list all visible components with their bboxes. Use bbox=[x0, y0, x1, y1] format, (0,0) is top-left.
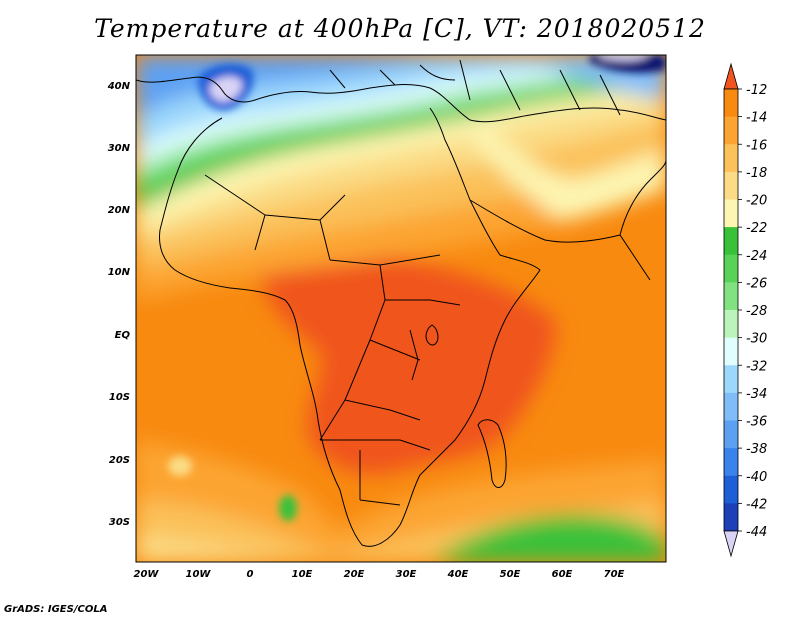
colorbar-swatch bbox=[724, 420, 738, 449]
lat-tick: 30N bbox=[108, 143, 131, 154]
lon-tick: 10W bbox=[186, 569, 212, 580]
colorbar-bottom-arrow bbox=[723, 530, 739, 558]
map-title: Temperature at 400hPa [C], VT: 201802051… bbox=[94, 14, 706, 43]
colorbar-swatch bbox=[724, 89, 738, 118]
colorbar: -12 -14 -16 -18 -20 -22 -24 -26 -28 -30 -32 -34 -36 -… bbox=[723, 62, 767, 558]
colorbar-label: -16 bbox=[746, 138, 767, 153]
colorbar-top-arrow bbox=[723, 62, 739, 90]
lon-tick: 10E bbox=[292, 569, 313, 580]
lat-tick: 30S bbox=[109, 517, 130, 528]
colorbar-label: -22 bbox=[746, 221, 767, 236]
colorbar-swatch bbox=[724, 503, 738, 532]
colorbar-swatch bbox=[724, 227, 738, 256]
lon-tick: 30E bbox=[396, 569, 417, 580]
lat-tick: 10S bbox=[109, 392, 130, 403]
colorbar-label: -20 bbox=[746, 194, 767, 209]
colorbar-label: -18 bbox=[746, 166, 767, 181]
lat-tick: 20N bbox=[108, 205, 131, 216]
colorbar-label: -28 bbox=[746, 304, 767, 319]
lon-tick: 50E bbox=[500, 569, 521, 580]
lon-tick: 40E bbox=[447, 569, 469, 580]
colorbar-label: -14 bbox=[746, 111, 767, 126]
lat-tick: 20S bbox=[109, 455, 130, 466]
coastlines bbox=[136, 59, 666, 547]
colorbar-swatch bbox=[724, 392, 738, 421]
colorbar-label: -24 bbox=[746, 249, 767, 264]
lat-tick: 10N bbox=[108, 267, 131, 278]
colorbar-swatch bbox=[724, 144, 738, 173]
colorbar-swatch bbox=[724, 199, 738, 228]
colorbar-label: -42 bbox=[746, 497, 767, 512]
colorbar-swatch bbox=[724, 310, 738, 339]
lat-tick: 40N bbox=[107, 81, 131, 92]
lon-axis: 20W 10W 0 10E 20E 30E 40E 50E 60E 70E bbox=[134, 569, 625, 580]
colorbar-swatch bbox=[724, 365, 738, 394]
lat-axis: 40N 30N 20N 10N EQ 10S 20S 30S bbox=[107, 81, 131, 528]
colorbar-label: -36 bbox=[746, 415, 767, 430]
plot-frame bbox=[135, 54, 667, 563]
colorbar-swatch bbox=[724, 116, 738, 145]
colorbar-swatch bbox=[724, 475, 738, 504]
colorbar-label: -34 bbox=[746, 387, 767, 402]
colorbar-swatch bbox=[724, 282, 738, 311]
colorbar-swatch bbox=[724, 337, 738, 366]
grads-credit: GrADS: IGES/COLA bbox=[4, 604, 108, 615]
colorbar-label: -30 bbox=[746, 332, 767, 347]
colorbar-label: -32 bbox=[746, 359, 767, 374]
temperature-field bbox=[136, 55, 666, 562]
colorbar-label: -26 bbox=[746, 276, 767, 291]
colorbar-swatch bbox=[724, 448, 738, 477]
lon-tick: 70E bbox=[604, 569, 625, 580]
colorbar-label: -12 bbox=[746, 83, 767, 98]
lon-tick: 60E bbox=[552, 569, 573, 580]
colorbar-swatch bbox=[724, 171, 738, 200]
lon-tick: 20W bbox=[134, 569, 160, 580]
colorbar-label: -38 bbox=[746, 442, 767, 457]
lat-tick: EQ bbox=[115, 330, 131, 341]
colorbar-label: -44 bbox=[746, 525, 767, 540]
colorbar-swatch bbox=[724, 254, 738, 283]
colorbar-label: -40 bbox=[746, 470, 767, 485]
lon-tick: 20E bbox=[344, 569, 365, 580]
lon-tick: 0 bbox=[247, 569, 254, 580]
